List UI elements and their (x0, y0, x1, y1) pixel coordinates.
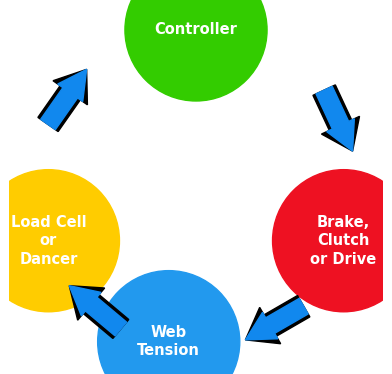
Circle shape (98, 271, 240, 374)
FancyArrow shape (245, 298, 308, 340)
FancyArrow shape (245, 295, 310, 344)
FancyArrow shape (38, 69, 87, 132)
Circle shape (125, 0, 267, 101)
FancyArrow shape (69, 286, 127, 336)
FancyArrow shape (316, 86, 354, 151)
FancyArrow shape (313, 85, 359, 151)
Text: Brake,
Clutch
or Drive: Brake, Clutch or Drive (310, 215, 377, 267)
Text: Controller: Controller (154, 22, 238, 37)
Circle shape (0, 170, 120, 312)
FancyArrow shape (41, 69, 87, 130)
Circle shape (272, 170, 392, 312)
Text: Load Cell
or
Dancer: Load Cell or Dancer (11, 215, 86, 267)
Text: Web
Tension: Web Tension (137, 325, 200, 359)
FancyArrow shape (69, 286, 129, 338)
